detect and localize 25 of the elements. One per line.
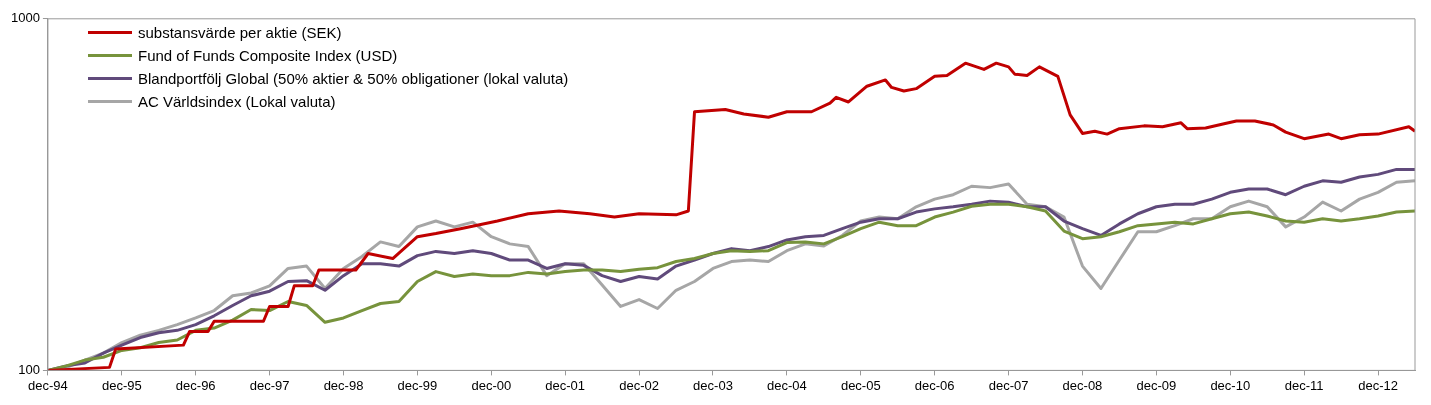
x-tick-label: dec-12 [1358, 377, 1398, 393]
x-tick-label: dec-10 [1210, 377, 1251, 393]
x-tick-label: dec-05 [840, 377, 881, 393]
x-tick-label: dec-11 [1284, 377, 1324, 393]
x-tick-label: dec-01 [545, 377, 586, 393]
y-tick-label: 1000 [11, 10, 40, 26]
x-tick-label: dec-06 [914, 377, 955, 393]
x-tick-label: dec-96 [175, 377, 216, 393]
x-tick-label: dec-00 [471, 377, 512, 393]
x-tick-label: dec-98 [323, 377, 364, 393]
legend-label: Blandportfölj Global (50% aktier & 50% obligationer (lokal valuta) [138, 70, 569, 87]
x-tick-label: dec-03 [693, 377, 733, 393]
legend-label: AC Världsindex (Lokal valuta) [138, 93, 336, 110]
x-tick-label: dec-99 [397, 377, 438, 393]
x-tick-label: dec-09 [1136, 377, 1177, 393]
x-tick-label: dec-02 [619, 377, 659, 393]
x-tick-label: dec-04 [767, 377, 807, 393]
legend-label: substansvärde per aktie (SEK) [138, 24, 342, 41]
x-tick-label: dec-94 [28, 377, 68, 393]
y-tick-label: 100 [18, 361, 40, 377]
x-tick-label: dec-97 [249, 377, 290, 393]
legend-label: Fund of Funds Composite Index (USD) [138, 47, 398, 64]
x-tick-label: dec-95 [101, 377, 142, 393]
x-tick-label: dec-08 [1062, 377, 1103, 393]
x-tick-label: dec-07 [988, 377, 1029, 393]
